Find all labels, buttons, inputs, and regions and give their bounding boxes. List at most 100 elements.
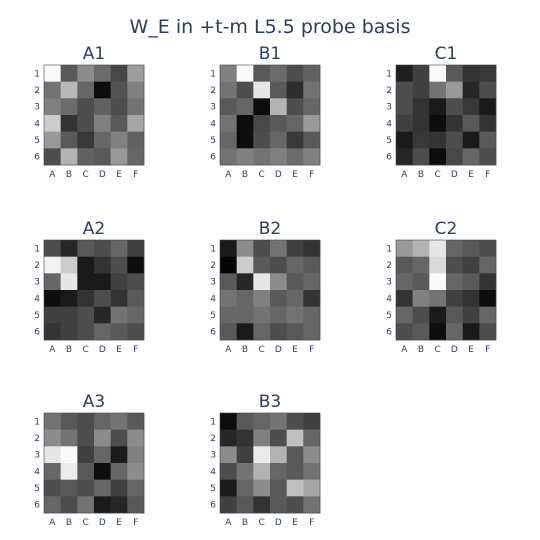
heatmap-cell [253, 65, 271, 82]
y-tick-label: 4 [210, 119, 216, 129]
heatmap-cell [236, 115, 254, 132]
x-tick-label: F [133, 518, 138, 528]
heatmap-cell [236, 306, 254, 324]
y-tick-label: 6 [34, 501, 40, 511]
heatmap-cell [60, 463, 78, 480]
x-tick-label: E [292, 170, 298, 180]
heatmap-cell [462, 273, 480, 291]
heatmap-cell [60, 115, 78, 132]
heatmap-cell [303, 290, 321, 307]
heatmap-cell [462, 98, 480, 116]
heatmap-cell [236, 148, 254, 166]
heatmap-cell [253, 131, 271, 149]
heatmap-cell [286, 496, 304, 514]
heatmap-cell [220, 463, 237, 480]
heatmap-cell [253, 413, 271, 430]
heatmap-cell [303, 273, 321, 291]
heatmap-cell [412, 290, 430, 307]
heatmap-cell [127, 446, 145, 464]
y-tick-label: 4 [386, 294, 392, 304]
heatmap-cell [94, 413, 111, 430]
heatmap-cell [94, 479, 111, 497]
heatmap-cell [60, 496, 78, 514]
x-tick-label: B [66, 345, 72, 355]
heatmap-cell [253, 306, 271, 324]
heatmap-cell [236, 256, 254, 274]
x-tick-label: E [468, 345, 474, 355]
x-tick-label: C [83, 518, 89, 528]
heatmap-cell [220, 446, 237, 464]
heatmap-cell [236, 413, 254, 430]
heatmap-cell [44, 429, 61, 447]
panel-frame [395, 64, 497, 166]
chart-title: W_E in +t-m L5.5 probe basis [130, 16, 411, 38]
y-tick-label: 3 [34, 278, 40, 288]
heatmap-cell [236, 273, 254, 291]
heatmap-cell [110, 323, 128, 341]
x-tick-label: F [309, 170, 314, 180]
heatmap-cell [236, 65, 254, 82]
x-tick-label: D [275, 345, 282, 355]
heatmap-cell [236, 290, 254, 307]
heatmap-cell [127, 413, 145, 430]
x-tick-label: A [49, 518, 56, 528]
heatmap-cell [77, 323, 95, 341]
x-tick-label: B [242, 518, 248, 528]
y-tick-label: 4 [34, 467, 40, 477]
y-tick-label: 3 [210, 451, 216, 461]
heatmap-cell [253, 256, 271, 274]
x-tick-label: F [309, 518, 314, 528]
heatmap-cell [220, 413, 237, 430]
heatmap-cell [236, 463, 254, 480]
heatmap-cell [412, 98, 430, 116]
heatmap-cell [127, 496, 145, 514]
x-tick-label: C [259, 170, 265, 180]
heatmap-cell [446, 290, 463, 307]
heatmap-cell [220, 290, 237, 307]
x-tick-label: D [99, 518, 106, 528]
heatmap-cell [429, 240, 447, 257]
panel-title: B1 [259, 44, 281, 64]
heatmap-cell [303, 323, 321, 341]
panel-title: A2 [83, 219, 105, 239]
y-tick-label: 2 [210, 261, 216, 271]
x-tick-label: C [83, 170, 89, 180]
heatmap-cell [396, 98, 413, 116]
heatmap-cell [60, 413, 78, 430]
heatmap-cell [77, 413, 95, 430]
panel-frame [395, 239, 497, 341]
y-tick-label: 4 [386, 119, 392, 129]
heatmap-cell [286, 65, 304, 82]
heatmap-cell [77, 429, 95, 447]
heatmap-cell [412, 256, 430, 274]
heatmap-cell [286, 240, 304, 257]
y-tick-label: 1 [34, 244, 40, 254]
heatmap-cell [303, 81, 321, 99]
panel-frame [219, 239, 321, 341]
panel-frame [219, 64, 321, 166]
heatmap-cell [303, 98, 321, 116]
y-tick-label: 5 [34, 136, 40, 146]
heatmap-cell [220, 256, 237, 274]
y-tick-label: 6 [210, 153, 216, 163]
heatmap-cell [220, 429, 237, 447]
x-tick-label: B [242, 345, 248, 355]
heatmap-cell [462, 81, 480, 99]
heatmap-cell [446, 306, 463, 324]
heatmap-cell [60, 131, 78, 149]
heatmap-cell [77, 98, 95, 116]
y-tick-label: 2 [210, 86, 216, 96]
heatmap-cell [253, 479, 271, 497]
heatmap-cell [94, 240, 111, 257]
heatmap-cell [396, 148, 413, 166]
heatmap-cell [412, 115, 430, 132]
heatmap-cell [127, 273, 145, 291]
heatmap-cell [44, 240, 61, 257]
heatmap-cell [270, 323, 287, 341]
heatmap-cell [220, 240, 237, 257]
heatmap-cell [110, 413, 128, 430]
heatmap-cell [94, 148, 111, 166]
y-tick-label: 1 [386, 244, 392, 254]
heatmap-cell [446, 65, 463, 82]
heatmap-cell [479, 290, 497, 307]
